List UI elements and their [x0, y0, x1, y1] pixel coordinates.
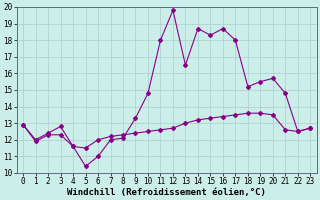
X-axis label: Windchill (Refroidissement éolien,°C): Windchill (Refroidissement éolien,°C): [67, 188, 266, 197]
